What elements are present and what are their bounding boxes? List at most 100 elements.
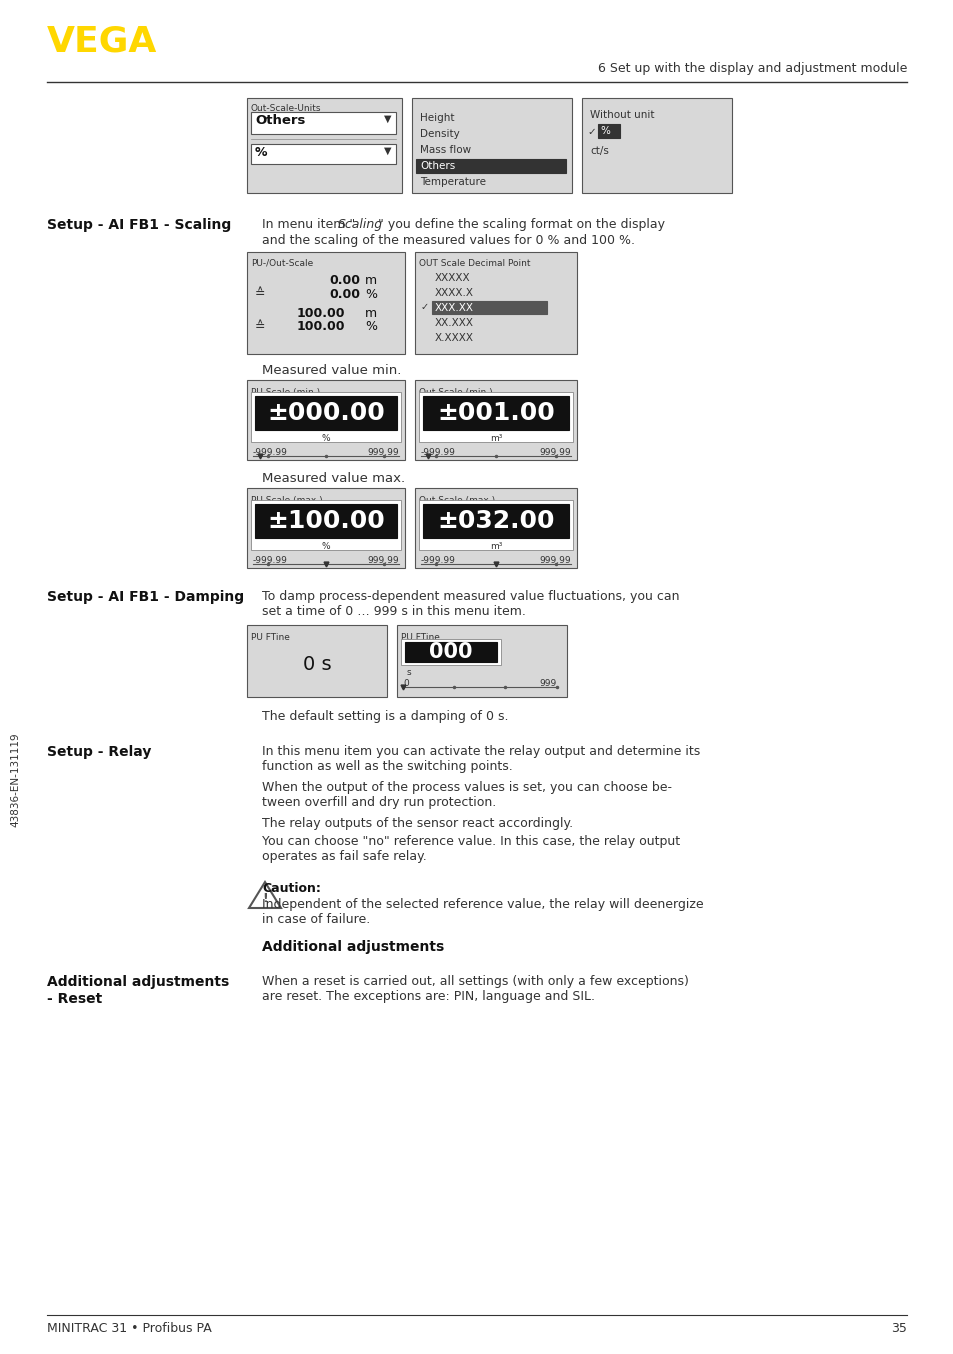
Text: 43836-EN-131119: 43836-EN-131119 xyxy=(10,733,20,827)
Text: Scaling: Scaling xyxy=(337,218,383,232)
Text: 999.99: 999.99 xyxy=(367,556,398,565)
Text: -999.99: -999.99 xyxy=(420,448,456,458)
Text: m³: m³ xyxy=(489,542,501,551)
Text: Height: Height xyxy=(419,112,454,123)
Text: set a time of 0 … 999 s in this menu item.: set a time of 0 … 999 s in this menu ite… xyxy=(262,605,525,617)
Bar xyxy=(598,125,619,138)
Text: 6 Set up with the display and adjustment module: 6 Set up with the display and adjustment… xyxy=(597,62,906,74)
Bar xyxy=(254,395,396,431)
Text: Additional adjustments: Additional adjustments xyxy=(262,940,444,955)
Text: function as well as the switching points.: function as well as the switching points… xyxy=(262,760,512,773)
Text: %: % xyxy=(365,320,376,333)
Text: Caution:: Caution: xyxy=(262,881,320,895)
Bar xyxy=(415,252,577,353)
Bar xyxy=(412,97,572,194)
Text: are reset. The exceptions are: PIN, language and SIL.: are reset. The exceptions are: PIN, lang… xyxy=(262,990,595,1003)
Bar xyxy=(251,144,395,164)
Text: 0.00: 0.00 xyxy=(329,288,359,301)
Text: X.XXXX: X.XXXX xyxy=(435,333,474,343)
Bar xyxy=(251,112,395,134)
Text: In menu item ": In menu item " xyxy=(262,218,355,232)
Bar xyxy=(581,97,731,194)
Text: 999.99: 999.99 xyxy=(367,448,398,458)
Bar xyxy=(400,639,500,665)
Text: PU-/Out-Scale: PU-/Out-Scale xyxy=(251,259,313,268)
Bar xyxy=(422,504,568,538)
Text: Setup - Relay: Setup - Relay xyxy=(47,745,152,760)
Bar xyxy=(415,380,577,460)
Text: 0.00: 0.00 xyxy=(329,274,359,287)
Text: XXX.XX: XXX.XX xyxy=(435,303,474,313)
Text: Setup - AI FB1 - Damping: Setup - AI FB1 - Damping xyxy=(47,590,244,604)
Text: Out-Scale-Units: Out-Scale-Units xyxy=(251,104,321,112)
Bar xyxy=(418,393,573,441)
Text: ±032.00: ±032.00 xyxy=(436,509,554,533)
Text: %: % xyxy=(365,288,376,301)
Text: XX.XXX: XX.XXX xyxy=(435,318,474,328)
Text: Setup - AI FB1 - Scaling: Setup - AI FB1 - Scaling xyxy=(47,218,231,232)
Text: PU Scale (min.): PU Scale (min.) xyxy=(251,389,320,397)
Text: Others: Others xyxy=(254,114,305,127)
Bar xyxy=(396,626,566,697)
Text: When the output of the process values is set, you can choose be-: When the output of the process values is… xyxy=(262,781,671,793)
Bar xyxy=(251,393,400,441)
Text: - Reset: - Reset xyxy=(47,992,102,1006)
Text: OUT Scale Decimal Point: OUT Scale Decimal Point xyxy=(418,259,530,268)
Text: VEGA: VEGA xyxy=(47,24,157,60)
Text: -999.99: -999.99 xyxy=(253,556,288,565)
Text: Out Scale (max.): Out Scale (max.) xyxy=(418,496,495,505)
Text: tween overfill and dry run protection.: tween overfill and dry run protection. xyxy=(262,796,496,808)
Bar xyxy=(405,642,497,662)
Text: m: m xyxy=(365,274,376,287)
Bar xyxy=(247,626,387,697)
Text: m³: m³ xyxy=(489,435,501,443)
Text: Density: Density xyxy=(419,129,459,139)
Text: XXXXX: XXXXX xyxy=(435,274,470,283)
Text: -999.99: -999.99 xyxy=(253,448,288,458)
Text: %: % xyxy=(321,435,330,443)
Text: The default setting is a damping of 0 s.: The default setting is a damping of 0 s. xyxy=(262,709,508,723)
Text: To damp process-dependent measured value fluctuations, you can: To damp process-dependent measured value… xyxy=(262,590,679,603)
Text: !: ! xyxy=(262,891,268,904)
Text: 0: 0 xyxy=(402,678,408,688)
Text: ✓: ✓ xyxy=(420,302,429,311)
Text: Mass flow: Mass flow xyxy=(419,145,471,154)
Text: ct/s: ct/s xyxy=(589,146,608,156)
Text: ≙: ≙ xyxy=(254,320,265,333)
Text: Others: Others xyxy=(419,161,455,171)
Text: %: % xyxy=(254,146,267,158)
Text: 000: 000 xyxy=(429,642,473,662)
Text: %: % xyxy=(599,126,609,135)
Text: MINITRAC 31 • Profibus PA: MINITRAC 31 • Profibus PA xyxy=(47,1322,212,1335)
Text: Out Scale (min.): Out Scale (min.) xyxy=(418,389,492,397)
Bar xyxy=(416,158,565,173)
Text: Independent of the selected reference value, the relay will deenergize: Independent of the selected reference va… xyxy=(262,898,703,911)
Text: 999: 999 xyxy=(539,678,557,688)
Bar xyxy=(247,252,405,353)
Text: m: m xyxy=(365,307,376,320)
Text: 999.99: 999.99 xyxy=(538,556,571,565)
Bar xyxy=(247,97,401,194)
Text: Temperature: Temperature xyxy=(419,177,485,187)
Text: 100.00: 100.00 xyxy=(296,307,345,320)
Text: 999.99: 999.99 xyxy=(538,448,571,458)
Text: Measured value max.: Measured value max. xyxy=(262,473,405,485)
Text: ▼: ▼ xyxy=(384,114,392,125)
Text: %: % xyxy=(321,542,330,551)
Text: s: s xyxy=(407,668,411,677)
Bar xyxy=(422,395,568,431)
Text: Without unit: Without unit xyxy=(589,110,654,121)
Bar xyxy=(432,301,546,314)
Text: ▼: ▼ xyxy=(384,146,392,156)
Text: 100.00: 100.00 xyxy=(296,320,345,333)
Text: operates as fail safe relay.: operates as fail safe relay. xyxy=(262,850,426,862)
Text: You can choose "no" reference value. In this case, the relay output: You can choose "no" reference value. In … xyxy=(262,835,679,848)
Bar xyxy=(254,504,396,538)
Text: ±000.00: ±000.00 xyxy=(267,401,384,425)
Text: XXXX.X: XXXX.X xyxy=(435,288,474,298)
Text: PU FTine: PU FTine xyxy=(400,634,439,642)
Text: ≙: ≙ xyxy=(254,287,265,301)
Text: When a reset is carried out, all settings (with only a few exceptions): When a reset is carried out, all setting… xyxy=(262,975,688,988)
Text: 0 s: 0 s xyxy=(302,655,331,674)
Text: ±001.00: ±001.00 xyxy=(436,401,555,425)
